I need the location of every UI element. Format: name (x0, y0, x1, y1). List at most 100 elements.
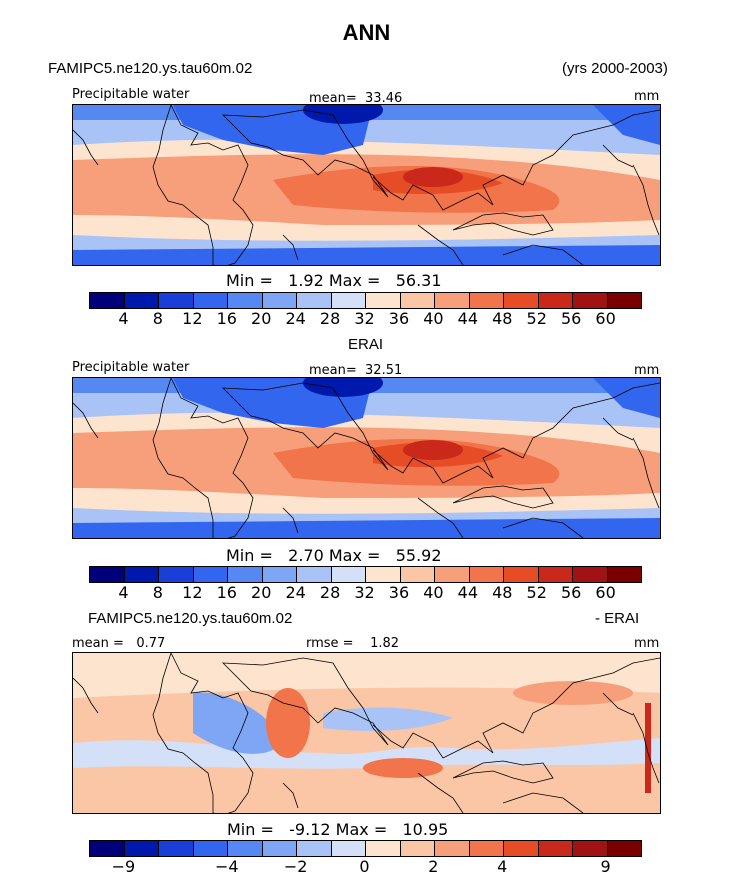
colorbar-swatch (469, 841, 504, 856)
panel1-mean: mean= 33.46 (309, 91, 403, 106)
panel3-mean: mean = 0.77 (72, 636, 166, 651)
panel2-units: mm (634, 363, 660, 378)
map-field (73, 105, 660, 265)
colorbar-swatch (193, 567, 228, 582)
panel3-minmax: Min = -9.12 Max = 10.95 (227, 820, 449, 839)
colorbar-tick: 0 (359, 857, 370, 876)
colorbar-swatch (538, 293, 573, 308)
colorbar-swatch (607, 841, 641, 856)
colorbar-swatch (607, 293, 641, 308)
colorbar-swatch (124, 293, 159, 308)
colorbar-swatch (400, 567, 435, 582)
colorbar-tick: −2 (283, 857, 308, 876)
colorbar-swatch (297, 567, 332, 582)
colorbar-swatch (573, 841, 608, 856)
colorbar-tick: 9 (600, 857, 611, 876)
colorbar-tick: 36 (388, 309, 410, 328)
case-name: FAMIPC5.ne120.ys.tau60m.02 (48, 60, 253, 77)
colorbar-tick: 48 (492, 583, 513, 602)
colorbar-tick: 28 (319, 309, 341, 328)
colorbar-swatch (228, 841, 263, 856)
colorbar-swatch (159, 567, 194, 582)
panel1-units: mm (634, 89, 660, 104)
colorbar-tick: 12 (182, 583, 203, 602)
colorbar-swatch (124, 567, 159, 582)
colorbar-tick: 16 (216, 583, 237, 602)
colorbar-tick: 56 (560, 583, 582, 602)
colorbar-tick: 60 (595, 583, 616, 602)
colorbar-tick: 40 (423, 583, 444, 602)
colorbar-swatch (193, 841, 228, 856)
colorbar-tick: 52 (526, 583, 547, 602)
colorbar-tick: 8 (152, 583, 163, 602)
panel3-rmse: rmse = 1.82 (306, 636, 400, 651)
colorbar-swatch (504, 567, 539, 582)
colorbar-tick: 12 (182, 309, 203, 328)
colorbar-tick: 36 (388, 583, 410, 602)
colorbar-tick: 60 (595, 309, 616, 328)
colorbar-swatch (573, 293, 608, 308)
colorbar-tick: 4 (118, 583, 129, 602)
panel2-map (72, 377, 661, 539)
colorbar-swatch (297, 293, 332, 308)
panel2-mean: mean= 32.51 (309, 363, 403, 378)
colorbar-swatch (607, 567, 641, 582)
colorbar-swatch (366, 841, 401, 856)
panel2-title: Precipitable water (72, 360, 190, 375)
colorbar-swatch (90, 293, 125, 308)
colorbar-swatch (538, 841, 573, 856)
colorbar-swatch (469, 293, 504, 308)
colorbar-swatch (193, 293, 228, 308)
colorbar-tick: 24 (285, 583, 306, 602)
colorbar-tick: 8 (152, 309, 163, 328)
colorbar-swatch (538, 567, 573, 582)
map-field (73, 653, 660, 813)
colorbar-swatch (435, 293, 470, 308)
colorbar-swatch (262, 293, 297, 308)
colorbar-tick: 48 (492, 309, 513, 328)
panel3-colorbar (89, 840, 642, 857)
colorbar-swatch (504, 841, 539, 856)
colorbar-swatch (573, 567, 608, 582)
diff-case-name: FAMIPC5.ne120.ys.tau60m.02 (88, 610, 293, 627)
colorbar-tick: 56 (560, 309, 582, 328)
colorbar-tick: 20 (251, 309, 272, 328)
colorbar-swatch (400, 293, 435, 308)
colorbar-swatch (366, 293, 401, 308)
colorbar-swatch (159, 293, 194, 308)
panel1-minmax: Min = 1.92 Max = 56.31 (226, 271, 442, 290)
colorbar-tick: 32 (354, 583, 375, 602)
colorbar-swatch (228, 567, 263, 582)
diff-suffix: - ERAI (595, 610, 640, 627)
colorbar-tick: 2 (428, 857, 439, 876)
panel3-map (72, 652, 661, 814)
colorbar-swatch (435, 841, 470, 856)
colorbar-swatch (400, 841, 435, 856)
colorbar-tick: 44 (457, 309, 478, 328)
colorbar-swatch (331, 841, 366, 856)
colorbar-swatch (435, 567, 470, 582)
colorbar-tick: 44 (457, 583, 478, 602)
colorbar-swatch (366, 567, 401, 582)
colorbar-tick: 20 (251, 583, 272, 602)
colorbar-swatch (159, 841, 194, 856)
colorbar-swatch (90, 841, 125, 856)
colorbar-tick: −9 (111, 857, 136, 876)
colorbar-swatch (331, 567, 366, 582)
panel3-units: mm (634, 636, 660, 651)
panel2-colorbar (89, 566, 642, 583)
colorbar-tick: 24 (285, 309, 306, 328)
page-title: ANN (342, 20, 391, 45)
panel1-colorbar (89, 292, 642, 309)
panel1-map (72, 104, 661, 266)
colorbar-tick: 40 (423, 309, 444, 328)
colorbar-tick: 52 (526, 309, 547, 328)
colorbar-swatch (262, 841, 297, 856)
colorbar-swatch (228, 293, 263, 308)
panel2-minmax: Min = 2.70 Max = 55.92 (226, 546, 442, 565)
colorbar-swatch (469, 567, 504, 582)
colorbar-tick: 16 (216, 309, 237, 328)
colorbar-tick: 4 (118, 309, 129, 328)
colorbar-swatch (262, 567, 297, 582)
colorbar-swatch (90, 567, 125, 582)
